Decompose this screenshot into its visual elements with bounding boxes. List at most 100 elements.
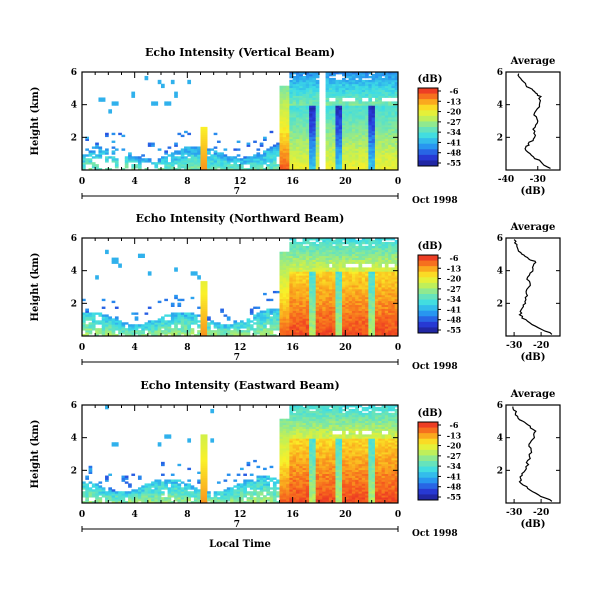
- heatmap-cell: [305, 73, 310, 77]
- heatmap-cell: [351, 75, 356, 79]
- heatmap-cell: [276, 164, 280, 167]
- heatmap-cell: [279, 124, 284, 128]
- heatmap-cell: [151, 330, 155, 333]
- heatmap-cell: [394, 166, 399, 169]
- heatmap-cell: [345, 156, 350, 159]
- heatmap-cell: [174, 322, 178, 325]
- heatmap-cell: [355, 152, 359, 155]
- heatmap-cell: [342, 101, 346, 104]
- heatmap-cell: [269, 308, 274, 311]
- heatmap-cell: [108, 473, 113, 476]
- heatmap-cell: [170, 152, 175, 155]
- heatmap-cell: [384, 91, 389, 94]
- heatmap-cell: [302, 302, 307, 306]
- heatmap-cell: [200, 318, 205, 321]
- heatmap-cell: [384, 152, 389, 155]
- heatmap-cell: [302, 115, 307, 118]
- heatmap-cell: [200, 306, 205, 309]
- heatmap-cell: [345, 73, 350, 77]
- heatmap-cell: [184, 326, 188, 329]
- heatmap-cell: [381, 253, 386, 257]
- heatmap-cell: [365, 111, 369, 114]
- heatmap-cell: [187, 154, 192, 157]
- heatmap-cell: [384, 77, 389, 81]
- heatmap-cell: [355, 117, 359, 120]
- heatmap-cell: [259, 328, 264, 331]
- heatmap-cell: [197, 164, 201, 167]
- heatmap-cell: [378, 103, 382, 106]
- heatmap-cell: [147, 326, 152, 329]
- heatmap-cell: [164, 320, 168, 323]
- heatmap-cell: [332, 265, 336, 268]
- heatmap-cell: [82, 160, 86, 163]
- heatmap-cell: [338, 269, 343, 272]
- heatmap-cell: [292, 72, 297, 75]
- heatmap-cell: [342, 162, 346, 165]
- heatmap-cell: [388, 310, 392, 313]
- heatmap-cell: [295, 126, 300, 130]
- heatmap-cell: [368, 115, 373, 118]
- heatmap-cell: [305, 300, 310, 304]
- heatmap-cell: [391, 326, 396, 329]
- heatmap-cell: [371, 326, 376, 329]
- heatmap-cell: [388, 91, 392, 94]
- heatmap-cell: [358, 239, 363, 243]
- heatmap-cell: [305, 87, 310, 91]
- heatmap-cell: [338, 95, 343, 98]
- heatmap-cell: [302, 97, 307, 100]
- heatmap-cell: [384, 310, 389, 313]
- heatmap-cell: [388, 288, 392, 292]
- heatmap-cell: [286, 292, 290, 296]
- heatmap-cell: [315, 306, 320, 309]
- heatmap-cell: [236, 326, 241, 329]
- heatmap-cell: [348, 103, 353, 106]
- heatmap-cell: [332, 271, 336, 274]
- heatmap-cell: [305, 117, 310, 120]
- heatmap-cell: [345, 126, 350, 130]
- heatmap-cell: [302, 75, 307, 79]
- heatmap-cell: [184, 330, 188, 333]
- heatmap-cell: [384, 73, 389, 77]
- heatmap-cell: [289, 281, 294, 284]
- heatmap-cell: [325, 103, 330, 106]
- heatmap-cell: [309, 257, 313, 260]
- heatmap-cell: [279, 87, 284, 91]
- heatmap-cell: [88, 322, 93, 325]
- heatmap-cell: [355, 95, 359, 98]
- heatmap-cell: [292, 89, 297, 92]
- heatmap-cell: [388, 85, 392, 89]
- heatmap-cell: [355, 154, 359, 157]
- heatmap-cell: [388, 160, 392, 163]
- heatmap-cell: [338, 148, 343, 151]
- heatmap-cell: [309, 103, 313, 106]
- heatmap-cell: [355, 279, 359, 282]
- heatmap-cell: [371, 320, 376, 323]
- heatmap-cell: [365, 300, 369, 304]
- heatmap-cell: [358, 281, 363, 284]
- heatmap-cell: [319, 290, 323, 294]
- heatmap-cell: [289, 334, 294, 337]
- heatmap-cell: [338, 99, 343, 102]
- heatmap-cell: [391, 168, 396, 171]
- heatmap-cell: [279, 285, 284, 288]
- heatmap-cell: [286, 121, 290, 124]
- heatmap-cell: [365, 87, 369, 91]
- heatmap-cell: [282, 290, 287, 294]
- heatmap-cell: [322, 251, 326, 255]
- heatmap-cell: [315, 87, 320, 91]
- heatmap-cell: [82, 298, 86, 302]
- heatmap-cell: [154, 162, 159, 165]
- heatmap-cell: [147, 487, 152, 490]
- heatmap-cell: [394, 288, 399, 292]
- heatmap-cell: [203, 316, 208, 319]
- heatmap-cell: [391, 132, 396, 136]
- heatmap-cell: [272, 328, 277, 331]
- heatmap-cell: [342, 72, 346, 75]
- heatmap-cell: [312, 238, 317, 241]
- heatmap-cell: [315, 148, 320, 151]
- heatmap-cell: [193, 164, 198, 167]
- heatmap-cell: [295, 107, 300, 110]
- heatmap-cell: [394, 320, 399, 323]
- x-tick-label: 4: [132, 343, 138, 353]
- heatmap-cell: [180, 156, 185, 159]
